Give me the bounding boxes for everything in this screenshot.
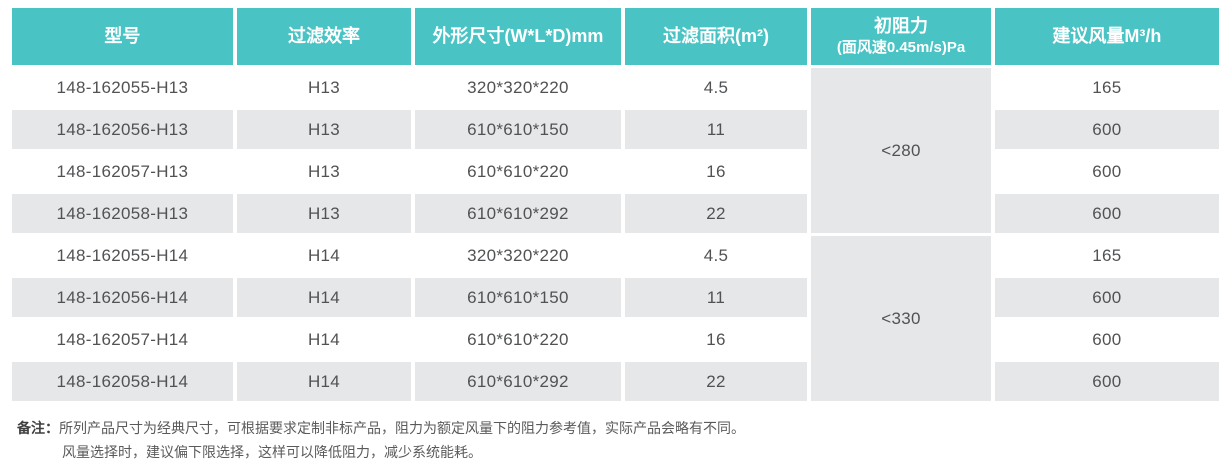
cell-airflow: 165 <box>994 236 1219 275</box>
cell-dimensions: 610*610*150 <box>415 278 621 317</box>
cell-airflow: 600 <box>994 110 1219 149</box>
cell-airflow: 600 <box>994 278 1219 317</box>
col-header-area: 过滤面积(m²) <box>624 8 808 65</box>
col-header-resistance: 初阻力 (面风速0.45m/s)Pa <box>811 8 991 65</box>
note-text-1: 所列产品尺寸为经典尺寸，可根据要求定制非标产品，阻力为额定风量下的阻力参考值，实… <box>59 420 745 436</box>
cell-dimensions: 320*320*220 <box>415 236 621 275</box>
notes-label: 备注： <box>17 420 59 436</box>
table-row: 148-162055-H13 H13 320*320*220 4.5 <280 … <box>12 68 1219 233</box>
cell-resistance-merged: <330 <box>811 236 991 401</box>
table-row: 148-162057-H13 H13 610*610*220 16 600 <box>12 152 1219 191</box>
cell-dimensions: 610*610*292 <box>415 362 621 401</box>
cell-model: 148-162056-H13 <box>12 110 233 149</box>
cell-model: 148-162057-H13 <box>12 152 233 191</box>
cell-efficiency: H13 <box>236 68 412 107</box>
cell-efficiency: H14 <box>236 362 412 401</box>
cell-efficiency: H13 <box>236 110 412 149</box>
cell-model: 148-162056-H14 <box>12 278 233 317</box>
notes: 备注：所列产品尺寸为经典尺寸，可根据要求定制非标产品，阻力为额定风量下的阻力参考… <box>8 416 1223 464</box>
cell-dimensions: 320*320*220 <box>415 68 621 107</box>
cell-dimensions: 610*610*220 <box>415 320 621 359</box>
cell-efficiency: H14 <box>236 236 412 275</box>
col-header-dimensions: 外形尺寸(W*L*D)mm <box>415 8 621 65</box>
col-header-resistance-sub: (面风速0.45m/s)Pa <box>836 38 966 56</box>
cell-dimensions: 610*610*220 <box>415 152 621 191</box>
table-row: 148-162057-H14 H14 610*610*220 16 600 <box>12 320 1219 359</box>
product-spec-table: 型号 过滤效率 外形尺寸(W*L*D)mm 过滤面积(m²) 初阻力 (面风速0… <box>8 5 1223 404</box>
cell-area: 11 <box>624 110 808 149</box>
cell-area: 4.5 <box>624 68 808 107</box>
cell-efficiency: H13 <box>236 194 412 233</box>
cell-dimensions: 610*610*150 <box>415 110 621 149</box>
note-line-1: 备注：所列产品尺寸为经典尺寸，可根据要求定制非标产品，阻力为额定风量下的阻力参考… <box>17 416 1223 440</box>
cell-dimensions: 610*610*292 <box>415 194 621 233</box>
cell-airflow: 165 <box>994 68 1219 107</box>
cell-airflow: 600 <box>994 194 1219 233</box>
table-row: 148-162056-H13 H13 610*610*150 11 600 <box>12 110 1219 149</box>
col-header-airflow: 建议风量M³/h <box>994 8 1219 65</box>
col-header-model: 型号 <box>12 8 233 65</box>
cell-area: 16 <box>624 320 808 359</box>
cell-efficiency: H14 <box>236 278 412 317</box>
cell-model: 148-162057-H14 <box>12 320 233 359</box>
cell-area: 11 <box>624 278 808 317</box>
cell-efficiency: H14 <box>236 320 412 359</box>
table-row: 148-162055-H14 H14 320*320*220 4.5 <330 … <box>12 236 1219 401</box>
header-row: 型号 过滤效率 外形尺寸(W*L*D)mm 过滤面积(m²) 初阻力 (面风速0… <box>12 8 1219 65</box>
table-row: 148-162058-H13 H13 610*610*292 22 600 <box>12 194 1219 233</box>
cell-model: 148-162055-H13 <box>12 68 233 107</box>
col-header-efficiency: 过滤效率 <box>236 8 412 65</box>
cell-airflow: 600 <box>994 152 1219 191</box>
cell-model: 148-162055-H14 <box>12 236 233 275</box>
cell-efficiency: H13 <box>236 152 412 191</box>
table-header: 型号 过滤效率 外形尺寸(W*L*D)mm 过滤面积(m²) 初阻力 (面风速0… <box>12 8 1219 65</box>
table-body: 148-162055-H13 H13 320*320*220 4.5 <280 … <box>12 68 1219 401</box>
table-row: 148-162058-H14 H14 610*610*292 22 600 <box>12 362 1219 401</box>
cell-airflow: 600 <box>994 362 1219 401</box>
cell-area: 16 <box>624 152 808 191</box>
col-header-resistance-title: 初阻力 <box>874 16 929 37</box>
cell-airflow: 600 <box>994 320 1219 359</box>
cell-area: 22 <box>624 194 808 233</box>
cell-model: 148-162058-H13 <box>12 194 233 233</box>
table-row: 148-162056-H14 H14 610*610*150 11 600 <box>12 278 1219 317</box>
cell-model: 148-162058-H14 <box>12 362 233 401</box>
cell-area: 4.5 <box>624 236 808 275</box>
cell-resistance-merged: <280 <box>811 68 991 233</box>
note-line-2: 风量选择时，建议偏下限选择，这样可以降低阻力，减少系统能耗。 <box>62 444 482 460</box>
cell-area: 22 <box>624 362 808 401</box>
